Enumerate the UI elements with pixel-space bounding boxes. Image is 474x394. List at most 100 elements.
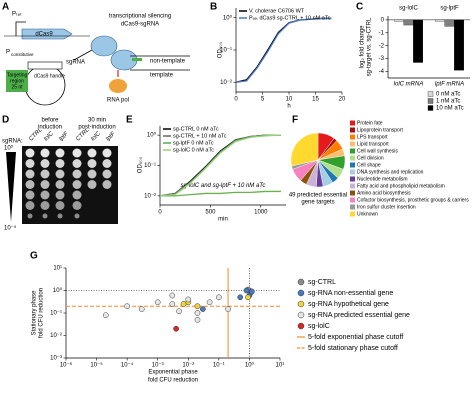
legend-label: sg-CTRL + 10 nM aTc <box>173 133 227 139</box>
group-title: sg-lptF <box>440 6 459 12</box>
caption: 49 predicted essential <box>289 193 347 199</box>
legend-label: Iron sulfur cluster insertion <box>357 204 416 210</box>
panel-a: Pₜₑₜ dCas9 P constitutive sgRNA Targetin… <box>4 12 190 106</box>
legend-label: sg-RNA hypothetical gene <box>308 301 389 308</box>
point <box>243 287 250 294</box>
legend-label: Fatty acid and phospholipid metabolism <box>357 183 445 189</box>
legend-label: sg-CTRL <box>308 279 336 286</box>
bar <box>454 19 464 71</box>
sgrna-label: sgRNA <box>66 60 85 66</box>
column-label: lolC <box>43 131 55 143</box>
colony-spot <box>72 159 82 168</box>
gene-arrow <box>21 28 73 40</box>
legend-label: Pₜₑₜ dCas9 sg-CTRL + 10 nM aTc <box>249 15 331 21</box>
y-axis-label: OD₆₀₀ <box>218 41 224 58</box>
colony-spot <box>27 213 33 219</box>
legend-label: Protein fate <box>357 120 383 126</box>
legend-label: sg-CTRL 0 nM aTc <box>173 126 219 132</box>
point <box>124 303 130 310</box>
legend-label: 1 nM aTc <box>436 99 460 105</box>
x-axis-label: min <box>218 217 228 223</box>
point <box>194 303 201 310</box>
plasmid <box>24 64 66 106</box>
legend-label: Cell division <box>357 155 384 161</box>
legend-swatch <box>297 300 305 308</box>
x-tick-label: 10⁻⁴ <box>121 362 134 369</box>
strand-label: non-template <box>150 59 186 65</box>
point <box>169 292 176 299</box>
annotation: sg-lolC and sg-lptF + 10 nM aTc <box>181 183 266 189</box>
caption: gene targets <box>301 200 334 206</box>
legend-swatch <box>350 141 355 147</box>
y-axis-label: sg-target vs. sg-CTRL <box>367 17 373 76</box>
arrow <box>73 49 93 61</box>
point <box>237 294 244 301</box>
colony-spot <box>40 169 50 179</box>
colony-spot <box>55 169 65 179</box>
point <box>154 299 161 306</box>
series-line <box>160 190 281 197</box>
y-axis-label: Stationary phase <box>32 290 38 336</box>
silencing-label: transcriptional silencing <box>109 14 171 20</box>
bar <box>403 19 414 26</box>
panel-letter: A <box>2 2 9 13</box>
legend-swatch <box>350 204 355 210</box>
legend-swatch <box>350 134 355 140</box>
plate <box>22 146 118 224</box>
x-tick-label: 1000 <box>254 210 268 216</box>
legend-swatch <box>350 176 355 182</box>
y-axis-label: OD₆₀₀ <box>138 156 144 173</box>
colony-spot <box>25 180 35 189</box>
series-line <box>235 17 332 83</box>
legend-swatch <box>350 120 355 126</box>
point <box>194 316 201 323</box>
x-tick-label: 10⁻² <box>182 363 194 369</box>
legend-label: Cofactor biosynthesis, prosthetic groups… <box>357 197 469 203</box>
dilution-label: 10⁰ <box>4 145 14 152</box>
colony-spot <box>55 190 65 200</box>
column-label: CTRL <box>28 127 43 142</box>
y-tick-label: 10⁻¹ <box>50 311 62 317</box>
y-tick-label: 10⁰ <box>53 287 63 294</box>
series-line <box>159 134 281 197</box>
colony-spot <box>72 190 82 200</box>
legend-swatch <box>350 211 355 217</box>
promoter-arrow <box>15 21 26 36</box>
colony-spot <box>55 148 65 158</box>
category-label: lolC mRNA <box>394 82 424 88</box>
colony-spot <box>74 213 80 219</box>
guide <box>132 58 142 61</box>
x-tick-label: 10⁻¹ <box>213 363 225 369</box>
panel-letter: E <box>126 115 133 126</box>
colony-spot <box>40 180 50 189</box>
legend-label: Nucleotide metabolism <box>357 176 408 182</box>
x-tick-label: 5 <box>261 97 265 103</box>
y-tick-label: 10⁻² <box>220 80 232 86</box>
dcas9-shape <box>90 35 118 57</box>
x-tick-label: 10⁻⁵ <box>90 362 103 369</box>
point <box>248 288 255 295</box>
point <box>194 310 201 316</box>
legend-label: V. cholerae C6706 WT <box>249 8 305 14</box>
column-label: lptF <box>105 131 117 143</box>
panel-letter: D <box>2 115 9 126</box>
y-tick-label: 10⁻¹ <box>220 48 232 54</box>
point <box>206 299 213 306</box>
colony-spot <box>25 159 35 168</box>
colony-spot <box>102 148 112 158</box>
colony-spot <box>55 180 65 189</box>
y-tick-label: 10¹ <box>53 266 62 272</box>
legend-swatch <box>350 127 355 133</box>
colony-spot <box>25 169 35 179</box>
x-tick-label: 0 <box>234 97 238 103</box>
y-tick-label: 10⁰ <box>223 14 233 21</box>
legend-label: Cell wall synthesis <box>357 148 398 154</box>
legend-swatch <box>297 311 305 319</box>
x-tick-label: 10⁻³ <box>152 363 164 369</box>
point <box>102 312 109 319</box>
legend-swatch <box>427 98 434 104</box>
colony-spot <box>87 148 97 158</box>
legend-label: sg-lptF 0 nM aTc <box>173 140 214 146</box>
y-axis-label: fold CFU reduction <box>39 288 45 338</box>
